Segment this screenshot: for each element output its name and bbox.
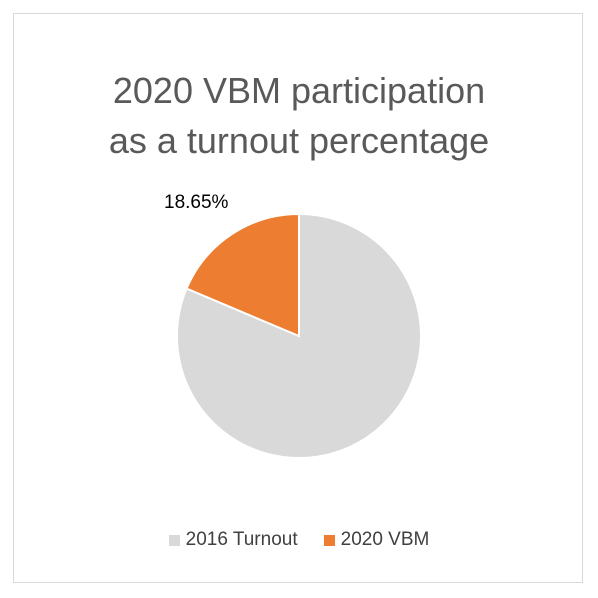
data-label-2020-vbm: 18.65% — [164, 192, 229, 213]
pie-chart — [176, 212, 422, 459]
legend-swatch-2020-vbm — [323, 534, 335, 546]
legend-item-2016-turnout: 2016 Turnout — [168, 529, 298, 551]
chart-title: 2020 VBM participation as a turnout perc… — [108, 70, 490, 161]
legend-label-2020-vbm: 2020 VBM — [340, 529, 430, 550]
legend-item-2020-vbm: 2020 VBM — [323, 529, 430, 551]
legend-label-2016-turnout: 2016 Turnout — [185, 529, 298, 550]
legend-swatch-2016-turnout — [168, 534, 180, 546]
legend: 2016 Turnout 2020 VBM — [14, 529, 584, 551]
pie-slice-2020-vbm — [185, 212, 300, 338]
chart-area: 2020 VBM participation as a turnout perc… — [13, 13, 583, 583]
